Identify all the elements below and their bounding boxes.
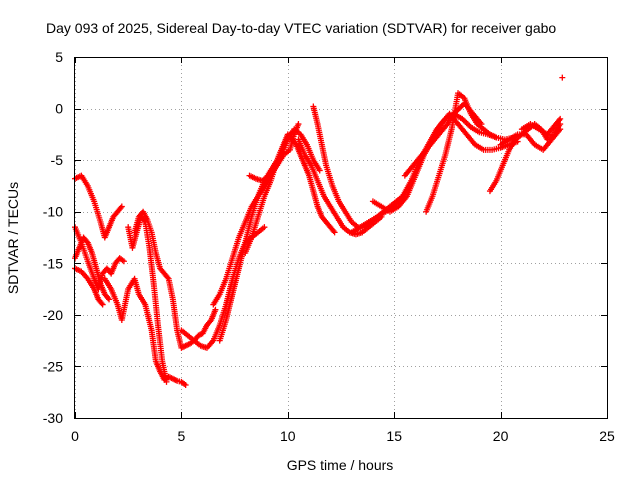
x-tick-label: 25 [599, 428, 615, 444]
data-point [207, 318, 214, 325]
data-point [557, 126, 564, 133]
data-point [99, 301, 106, 308]
data-point [331, 229, 338, 236]
y-tick-label: -15 [43, 255, 63, 271]
data-point [556, 117, 563, 124]
series-6 [131, 208, 219, 351]
y-tick-label: -5 [51, 152, 64, 168]
y-axis-label: SDTVAR / TECUs [5, 182, 21, 294]
data-point [106, 296, 113, 303]
data-point [182, 381, 189, 388]
y-tick-label: -25 [43, 358, 63, 374]
data-point [493, 134, 500, 141]
series-2 [72, 234, 113, 303]
data-point [316, 167, 323, 174]
data-point [98, 300, 105, 307]
x-axis-label: GPS time / hours [287, 457, 394, 473]
data-point [261, 224, 268, 231]
x-tick-label: 5 [178, 428, 186, 444]
data-point [559, 74, 566, 81]
data-point [118, 203, 125, 210]
data-point [104, 295, 111, 302]
y-tick-label: -10 [43, 204, 63, 220]
series-0 [72, 172, 125, 241]
series-19 [497, 126, 564, 153]
data-point [83, 238, 90, 245]
data-point [455, 105, 462, 112]
series-17 [401, 100, 485, 179]
data-point [212, 306, 219, 313]
series-12 [295, 136, 385, 238]
data-point [330, 228, 337, 235]
y-tick-label: 0 [55, 101, 63, 117]
data-point [458, 103, 465, 110]
data-point [462, 118, 469, 125]
y-tick-label: 5 [55, 49, 63, 65]
chart-title: Day 093 of 2025, Sidereal Day-to-day VTE… [46, 20, 556, 36]
data-point [463, 120, 470, 127]
data-point [163, 378, 170, 385]
series-20 [518, 115, 564, 138]
data-point [478, 121, 485, 128]
x-tick-label: 15 [386, 428, 402, 444]
data-point [120, 258, 127, 265]
data-point [295, 121, 302, 128]
axis-ticks: 0 5 10 15 20 25 -30 -25 -20 -15 -10 -5 0 5 [43, 49, 615, 444]
y-tick-label: -20 [43, 307, 63, 323]
series-5 [125, 213, 170, 385]
series-21 [559, 74, 566, 81]
data-point [164, 274, 171, 281]
data-points [72, 74, 566, 388]
x-tick-label: 10 [280, 428, 296, 444]
series-3 [72, 265, 106, 308]
plot-frame [74, 57, 608, 419]
x-tick-label: 0 [71, 428, 79, 444]
series-11 [246, 126, 323, 184]
data-point [464, 121, 471, 128]
series-14 [348, 110, 517, 236]
data-point [557, 115, 564, 122]
data-point [117, 204, 124, 211]
y-tick-label: -30 [43, 410, 63, 426]
x-tick-label: 20 [493, 428, 509, 444]
